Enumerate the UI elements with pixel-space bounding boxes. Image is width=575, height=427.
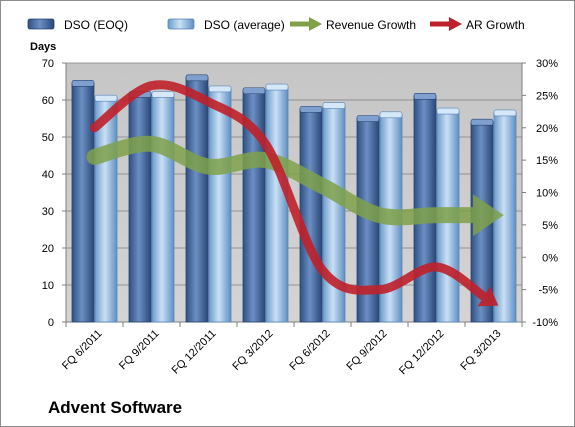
bar-cap	[436, 107, 460, 115]
y-axis-right: -10% -5% 0% 5% 10% 15% 20% 25% 30%	[521, 58, 558, 329]
line-arrowhead	[477, 286, 499, 307]
bar-dso-eoq	[242, 87, 266, 323]
y-tick-label: 40	[42, 169, 54, 181]
bar-cap	[379, 111, 403, 119]
bar-cap	[208, 85, 232, 93]
y2-tick-label: 30%	[536, 58, 558, 70]
bar-dso-eoq	[185, 74, 209, 323]
line-arrowhead	[473, 194, 504, 236]
legend-item-dso-average: DSO (average)	[167, 18, 285, 32]
bar-body	[265, 86, 289, 323]
y2-tick-label: 10%	[536, 188, 558, 200]
line-revenue-growth	[86, 135, 504, 236]
bar-body	[128, 94, 152, 323]
bar-cap	[242, 87, 266, 95]
bar-cap	[470, 118, 494, 126]
bar-cap	[151, 91, 175, 98]
x-axis: FQ 6/2011 FQ 9/2011 FQ 12/2011 FQ 3/2012 FQ …	[60, 321, 523, 378]
bar-body	[94, 97, 118, 323]
x-tick-label: FQ 9/2011	[117, 328, 162, 373]
y-tick-label: 50	[42, 132, 54, 144]
bar-cap	[322, 102, 346, 109]
legend-swatch	[167, 18, 195, 30]
line-path	[86, 135, 482, 226]
bar-cap	[185, 74, 209, 82]
legend-swatch	[27, 18, 55, 30]
legend-item-revenue-growth: Revenue Growth	[290, 17, 416, 32]
y-tick-label: 20	[42, 243, 54, 255]
y-tick-label: 10	[42, 280, 54, 292]
bar-body	[71, 82, 95, 323]
legend-arrowhead	[309, 17, 322, 31]
x-tick-label: FQ 6/2011	[60, 328, 105, 373]
legend-label: DSO (EOQ)	[64, 18, 128, 32]
legend-item-dso-eoq: DSO (EOQ)	[27, 18, 128, 32]
bar-dso-eoq	[71, 80, 95, 323]
bar-body	[185, 77, 209, 323]
y2-tick-label: 5%	[542, 220, 558, 232]
x-tick-label: FQ 12/2011	[170, 328, 219, 377]
bar-dso-average	[493, 109, 517, 323]
y-tick-label: 70	[42, 58, 54, 70]
y-tick-label: 30	[42, 206, 54, 218]
bar-dso-eoq	[128, 91, 152, 323]
line-ar-growth	[90, 80, 499, 307]
bar-cap	[356, 115, 380, 122]
x-tick-label: FQ 6/2012	[287, 328, 332, 373]
y2-tick-label: 15%	[536, 155, 558, 167]
y-axis-left: 0 10 20 30 40 50 60 70 Days	[30, 41, 67, 329]
bar-dso-average	[322, 102, 346, 323]
growth-lines	[86, 80, 504, 307]
x-tick-label: FQ 12/2012	[397, 328, 447, 378]
bar-dso-eoq	[299, 105, 323, 323]
company-name: Advent Software	[48, 398, 183, 417]
bar-dso-average	[151, 91, 175, 323]
bar-dso-average	[208, 85, 232, 323]
x-tick-label: FQ 3/2012	[230, 328, 275, 373]
y-tick-label: 60	[42, 95, 54, 107]
bar-body	[151, 94, 175, 323]
y2-tick-label: -5%	[538, 285, 558, 297]
y2-tick-label: -10%	[532, 317, 558, 329]
bar-cap	[265, 83, 289, 91]
y-tick-label: 0	[48, 317, 54, 329]
y2-tick-label: 20%	[536, 123, 558, 135]
legend-arrowhead	[449, 17, 462, 31]
bar-cap	[94, 94, 118, 102]
bar-cap	[493, 109, 517, 117]
x-tick-label: FQ 3/2013	[458, 328, 503, 373]
legend-label: AR Growth	[466, 18, 525, 32]
bar-cap	[299, 105, 323, 113]
bar-cap	[71, 80, 95, 87]
bar-dso-average	[265, 83, 289, 323]
bar-body	[299, 108, 323, 323]
legend-item-ar-growth: AR Growth	[430, 17, 525, 32]
legend-label: Revenue Growth	[326, 18, 416, 32]
line-path	[90, 80, 489, 301]
y2-tick-label: 25%	[536, 90, 558, 102]
x-tick-label: FQ 9/2012	[344, 328, 389, 373]
legend: DSO (EOQ) DSO (average) Revenue Growth AR G…	[27, 17, 525, 32]
y-axis-title: Days	[30, 41, 56, 53]
legend-label: DSO (average)	[204, 18, 285, 32]
bar-dso-eoq	[356, 115, 380, 323]
bar-cap	[413, 93, 437, 100]
y2-tick-label: 0%	[542, 252, 558, 264]
bar-body	[208, 88, 232, 323]
